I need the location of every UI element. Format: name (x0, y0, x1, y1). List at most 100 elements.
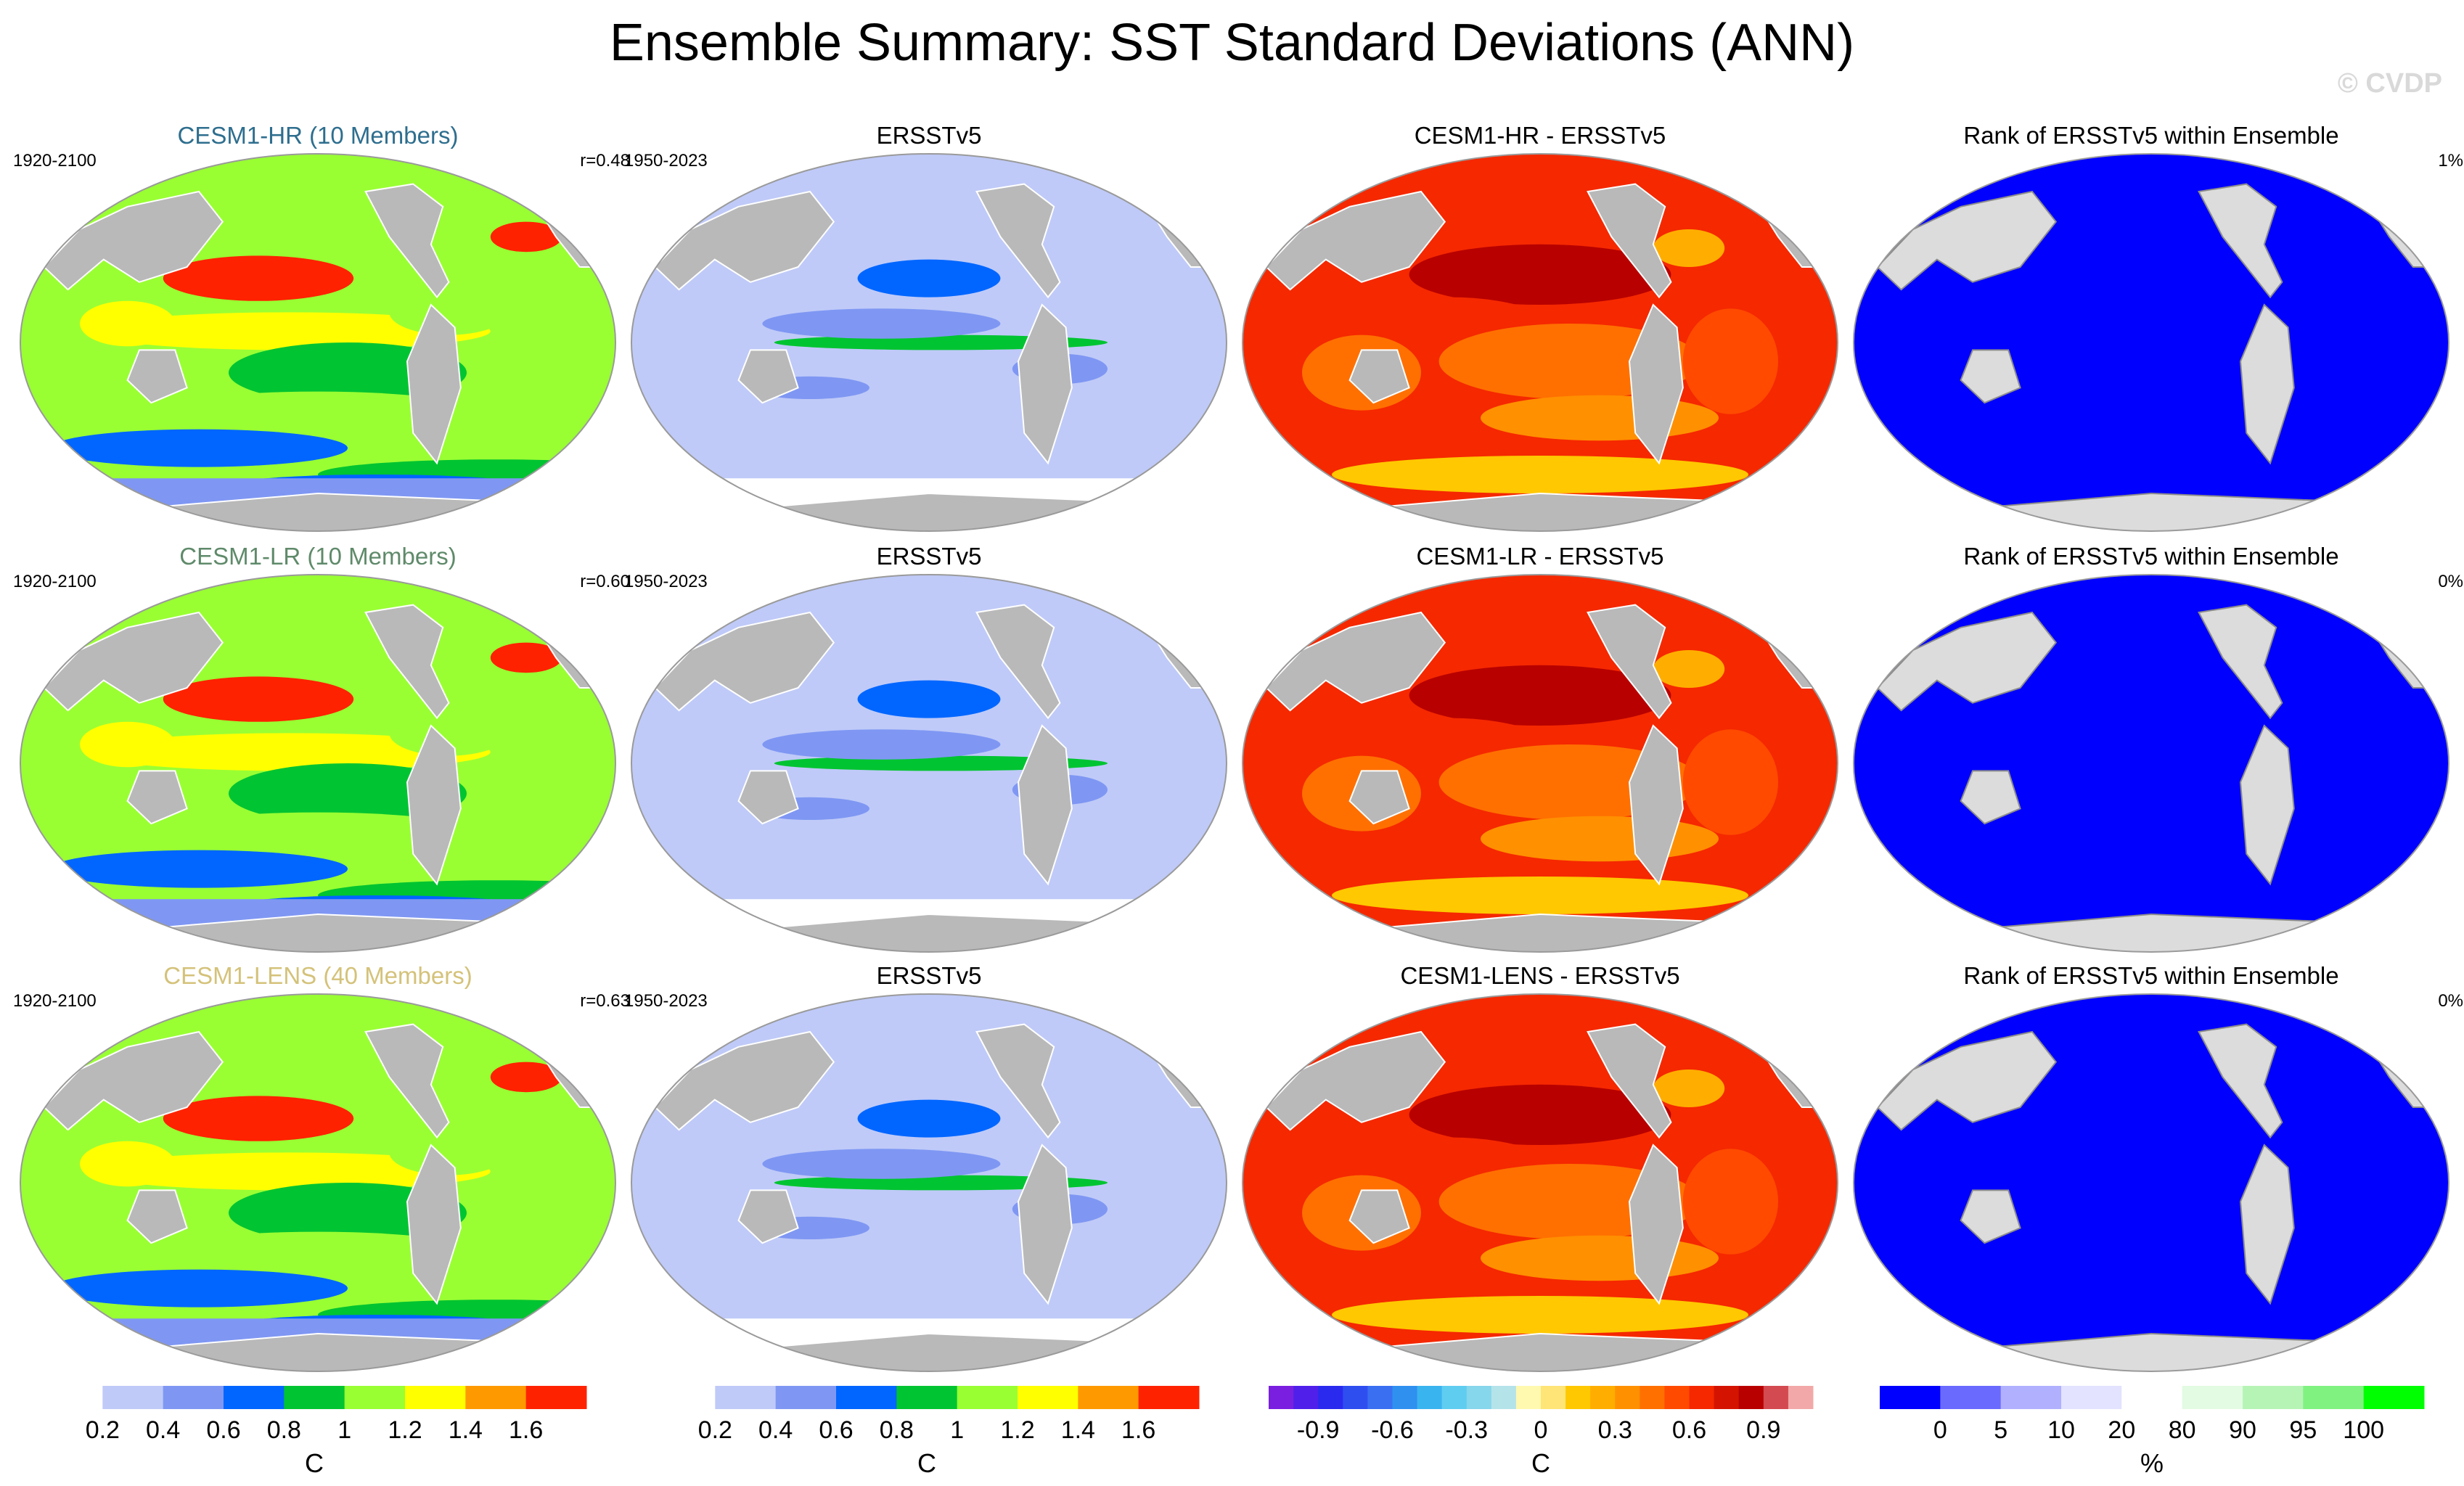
land-mass-5 (737, 770, 799, 825)
obs-map-row1 (630, 153, 1228, 532)
colorbar-3-tick-label: 0.6 (1671, 1416, 1707, 1444)
field-contour-7 (80, 721, 176, 768)
land-mass-2 (2239, 724, 2295, 886)
field-contour-6 (389, 710, 509, 756)
field-contour-1 (857, 1099, 1001, 1138)
land-mass-1 (975, 183, 1061, 299)
colorbar-swatch-9 (1138, 1386, 1200, 1409)
period-label-row3: 1920-2100 (13, 991, 97, 1011)
colorbar-swatch-3 (1318, 1386, 1343, 1409)
colorbar-1-unit: C (305, 1448, 324, 1478)
colorbar-2-tick-label: 0.6 (819, 1416, 854, 1444)
obs-period-label-row2: 1950-2023 (624, 572, 708, 591)
field-contour-6 (846, 429, 1108, 452)
colorbar-swatch-8 (1078, 1386, 1139, 1409)
colorbar-swatch-3 (775, 1386, 837, 1409)
field-contour-6 (1332, 877, 1748, 914)
colorbar-3-tick-label: -0.3 (1445, 1416, 1489, 1444)
colorbar-3-tick-label: 0 (1534, 1416, 1548, 1444)
colorbar-4-tick-label: 10 (2047, 1416, 2075, 1444)
field-contour-8 (1481, 816, 1719, 862)
pattern-correlation-row3: r=0.63 (580, 991, 630, 1011)
land-mass-5 (126, 1189, 188, 1244)
colorbar-2-tick-label: 0.2 (697, 1416, 732, 1444)
colorbar-swatch-13 (1565, 1386, 1591, 1409)
obs-period-label-row3: 1950-2023 (624, 991, 708, 1011)
period-label-row1: 1920-2100 (13, 151, 97, 171)
colorbar-4-tick-label: 100 (2343, 1416, 2385, 1444)
land-mass-1 (1587, 183, 1672, 299)
land-mass-1 (364, 1023, 450, 1139)
field-contour-6 (389, 290, 509, 335)
map-border (1241, 153, 1839, 532)
colorbar-swatch-2 (1940, 1386, 2002, 1409)
colorbar-2-tick-label: 0.8 (879, 1416, 914, 1444)
colorbar-swatch-17 (1664, 1386, 1690, 1409)
map-border (19, 153, 617, 532)
field-contour-1 (1409, 244, 1671, 305)
colorbar-swatch-4 (1343, 1386, 1368, 1409)
colorbar-1 (42, 1386, 587, 1409)
field-contour-7 (1653, 229, 1725, 267)
field-contour-5 (1682, 308, 1778, 414)
land-mass-5 (737, 1189, 799, 1244)
field-contour-2 (86, 1152, 491, 1191)
land-mass-4 (43, 611, 224, 712)
field-contour-7 (1653, 1070, 1725, 1107)
field-contour-3 (229, 342, 467, 403)
land-mass-2 (1017, 1144, 1073, 1305)
land-mass-2 (2239, 1144, 2295, 1305)
pattern-correlation-row2: r=0.60 (580, 572, 630, 591)
land-mass-2 (1017, 724, 1073, 886)
field-contour-1 (857, 259, 1001, 297)
land-mass-4 (1265, 190, 1446, 291)
field-contour-7 (80, 300, 176, 347)
land-mass-2 (406, 303, 462, 465)
colorbar-4-unit: % (2140, 1448, 2164, 1478)
colorbar-swatch-9 (2363, 1386, 2425, 1409)
colorbar-1-tick-label: 1 (337, 1416, 352, 1444)
field-contour-3 (762, 729, 1001, 760)
land-mass-5 (1348, 349, 1410, 404)
land-mass-4 (1876, 190, 2058, 291)
colorbar-swatch-2 (1293, 1386, 1319, 1409)
land-mass-2 (2239, 303, 2295, 465)
field-contour-6 (846, 1269, 1108, 1292)
map-border (1241, 574, 1839, 953)
diff-map-row1 (1241, 153, 1839, 532)
land-mass-5 (1960, 770, 2021, 825)
colorbar-swatch-9 (1466, 1386, 1492, 1409)
colorbar-swatch-1 (655, 1386, 716, 1409)
field-contour-5 (50, 1269, 348, 1308)
colorbar-1-tick-label: 0.2 (85, 1416, 120, 1444)
field-contour-2 (86, 733, 491, 771)
colorbar-swatch-21 (1763, 1386, 1789, 1409)
colorbar-swatch-5 (2121, 1386, 2183, 1409)
colorbar-2-tick-label: 1 (950, 1416, 965, 1444)
field-contour-5 (50, 429, 348, 467)
land-mass-4 (1265, 611, 1446, 712)
land-mass-4 (1265, 1030, 1446, 1131)
colorbar-swatch-7 (2243, 1386, 2304, 1409)
field-contour-6 (846, 850, 1108, 873)
pattern-correlation-row1: r=0.48 (580, 151, 630, 171)
colorbar-swatch-6 (1392, 1386, 1418, 1409)
colorbar-swatch-10 (1491, 1386, 1517, 1409)
panel-title-rank-row2: Rank of ERSSTv5 within Ensemble (1963, 543, 2339, 570)
land-mass-1 (975, 1023, 1061, 1139)
obs-period-label-row1: 1950-2023 (624, 151, 708, 171)
land-mass-4 (43, 1030, 224, 1131)
land-mass-1 (2198, 1023, 2283, 1139)
map-border (630, 574, 1228, 953)
colorbar-swatch-3 (2000, 1386, 2062, 1409)
ocean-field (1854, 575, 2449, 952)
colorbar-swatch-7 (1018, 1386, 1078, 1409)
colorbar-2-unit: C (917, 1448, 936, 1478)
land-mass-2 (1628, 303, 1684, 465)
panel-title-rank-row1: Rank of ERSSTv5 within Ensemble (1963, 122, 2339, 149)
land-mass-5 (1960, 1189, 2021, 1244)
ocean-field (1854, 154, 2449, 531)
land-mass-2 (406, 724, 462, 886)
colorbar-3-tick-label: 0.9 (1746, 1416, 1781, 1444)
land-mass-2 (406, 1144, 462, 1305)
